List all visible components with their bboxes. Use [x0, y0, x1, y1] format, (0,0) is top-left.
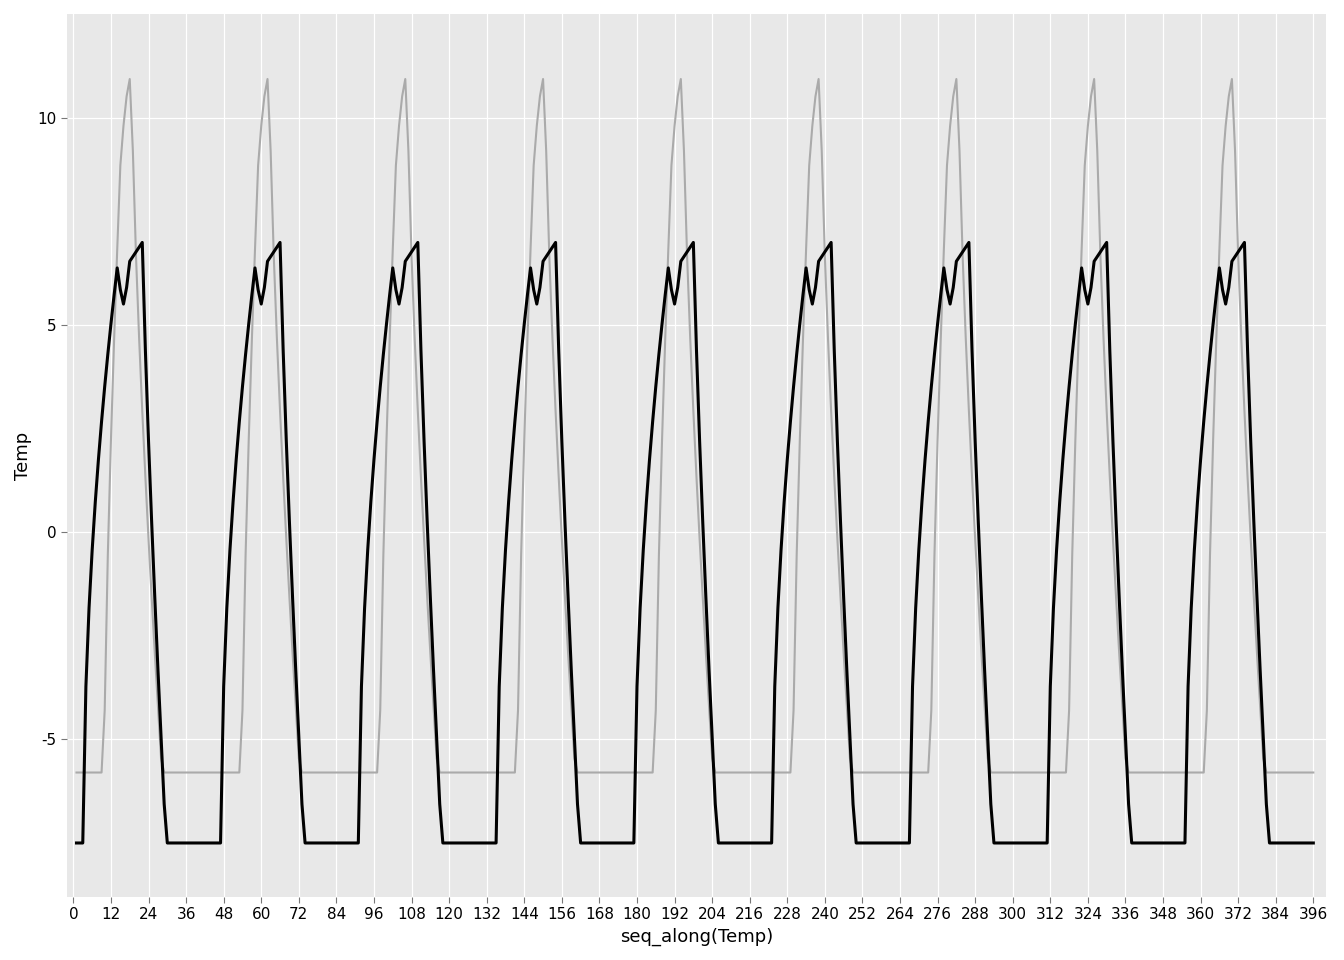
X-axis label: seq_along(Temp): seq_along(Temp) [620, 928, 773, 947]
Y-axis label: Temp: Temp [13, 431, 32, 479]
